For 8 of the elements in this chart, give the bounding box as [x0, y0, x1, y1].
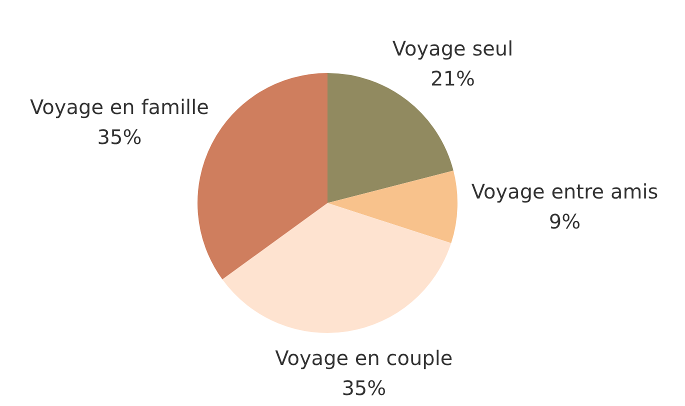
slice-label: Voyage entre amis: [471, 180, 658, 204]
slice-label: Voyage seul: [392, 36, 514, 61]
slice-label: Voyage en famille: [30, 95, 209, 120]
data-label: 35%: [97, 125, 142, 150]
data-label: 35%: [342, 376, 386, 400]
data-label: 9%: [548, 210, 581, 234]
slice-label: Voyage en couple: [275, 346, 453, 370]
data-label: 21%: [430, 66, 475, 91]
